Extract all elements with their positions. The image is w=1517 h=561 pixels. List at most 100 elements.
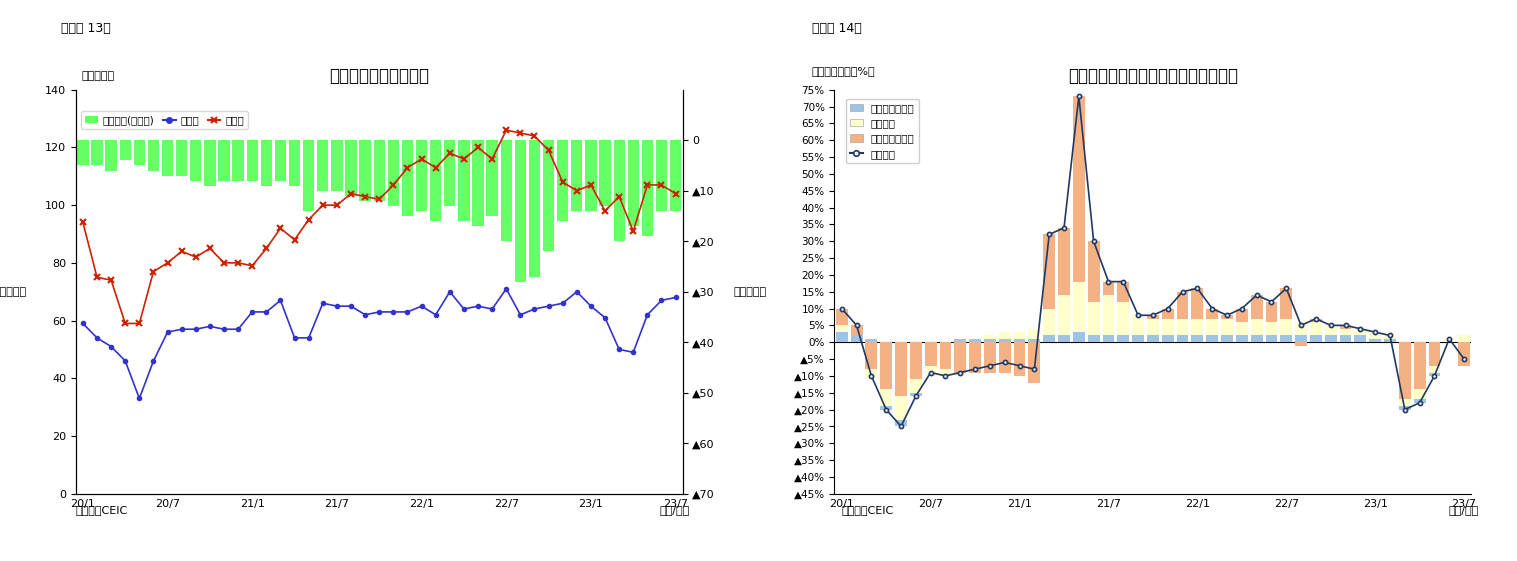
Bar	[1429, 373, 1440, 376]
Bar	[1206, 319, 1218, 335]
Bar	[910, 379, 922, 393]
Bar	[1355, 329, 1367, 335]
Bar	[1414, 389, 1426, 399]
Bar	[1147, 319, 1159, 335]
Bar	[1399, 406, 1411, 410]
Bar	[317, 140, 329, 191]
Bar	[939, 342, 951, 369]
Bar	[1044, 234, 1056, 309]
Bar	[671, 140, 681, 211]
Bar	[642, 140, 652, 236]
Bar	[1414, 342, 1426, 389]
Bar	[985, 335, 995, 339]
Bar	[1088, 335, 1100, 342]
Bar	[895, 396, 907, 420]
Bar	[910, 342, 922, 379]
Bar	[1191, 335, 1203, 342]
Bar	[360, 140, 370, 201]
Bar	[1073, 96, 1085, 282]
Bar	[1088, 241, 1100, 302]
Legend: 貿易収支(右目盛), 輸出額, 輸入額: 貿易収支(右目盛), 輸出額, 輸入額	[80, 111, 249, 130]
Bar	[1206, 309, 1218, 319]
Text: （前年同期比、%）: （前年同期比、%）	[812, 66, 875, 76]
Bar	[613, 140, 625, 241]
Text: （億ドル）: （億ドル）	[82, 71, 115, 81]
Bar	[1191, 319, 1203, 335]
Bar	[1044, 335, 1056, 342]
Bar	[851, 335, 863, 342]
Bar	[1384, 335, 1396, 339]
Bar	[1132, 335, 1144, 342]
Bar	[1236, 309, 1248, 322]
Bar	[1280, 335, 1292, 342]
Text: （図表 13）: （図表 13）	[61, 22, 111, 35]
Bar	[444, 140, 455, 206]
Bar	[77, 140, 88, 165]
Bar	[1236, 335, 1248, 342]
Bar	[1103, 295, 1115, 335]
Bar	[1162, 319, 1174, 335]
Bar	[147, 140, 159, 171]
Bar	[1458, 335, 1470, 342]
Bar	[1296, 342, 1308, 346]
Bar	[331, 140, 343, 191]
Bar	[1177, 335, 1188, 342]
Bar	[1355, 335, 1367, 342]
Bar	[416, 140, 428, 211]
Bar	[880, 406, 892, 410]
Bar	[895, 420, 907, 426]
Bar	[1429, 342, 1440, 366]
Bar	[557, 140, 569, 221]
Bar	[1399, 399, 1411, 406]
Bar	[1296, 322, 1308, 335]
Bar	[1044, 309, 1056, 335]
Bar	[895, 342, 907, 396]
Bar	[1324, 325, 1336, 335]
Bar	[939, 369, 951, 376]
Bar	[954, 342, 966, 373]
Bar	[1057, 335, 1069, 342]
Bar	[1029, 329, 1041, 339]
Bar	[1296, 335, 1308, 342]
Bar	[836, 332, 848, 342]
Bar	[487, 140, 498, 216]
Bar	[162, 140, 173, 176]
Bar	[1280, 319, 1292, 335]
Bar	[1250, 295, 1262, 319]
Bar	[836, 309, 848, 325]
Bar	[106, 140, 117, 171]
Bar	[998, 339, 1010, 342]
Bar	[501, 140, 511, 241]
Bar	[429, 140, 441, 221]
Bar	[572, 140, 583, 211]
Text: （年/月）: （年/月）	[660, 505, 690, 515]
Bar	[1073, 282, 1085, 332]
Bar	[1221, 335, 1233, 342]
Bar	[1073, 332, 1085, 342]
Bar	[628, 140, 639, 226]
Bar	[1177, 292, 1188, 319]
Bar	[985, 342, 995, 373]
Bar	[120, 140, 130, 160]
Bar	[1311, 335, 1321, 342]
Bar	[1118, 302, 1129, 335]
Bar	[1236, 322, 1248, 335]
Bar	[303, 140, 314, 211]
Bar	[1340, 325, 1352, 329]
Bar	[1132, 315, 1144, 335]
Bar	[1384, 339, 1396, 342]
Bar	[1013, 339, 1025, 342]
Bar	[1370, 332, 1380, 339]
Bar	[1206, 335, 1218, 342]
Bar	[1311, 319, 1321, 322]
Bar	[1118, 282, 1129, 302]
Bar	[954, 373, 966, 376]
Bar	[655, 140, 667, 211]
Bar	[880, 389, 892, 406]
Bar	[1057, 295, 1069, 335]
Bar	[866, 342, 877, 369]
Bar	[1057, 228, 1069, 295]
Bar	[836, 325, 848, 332]
Bar	[261, 140, 272, 186]
Text: （資料）CEIC: （資料）CEIC	[842, 505, 894, 515]
